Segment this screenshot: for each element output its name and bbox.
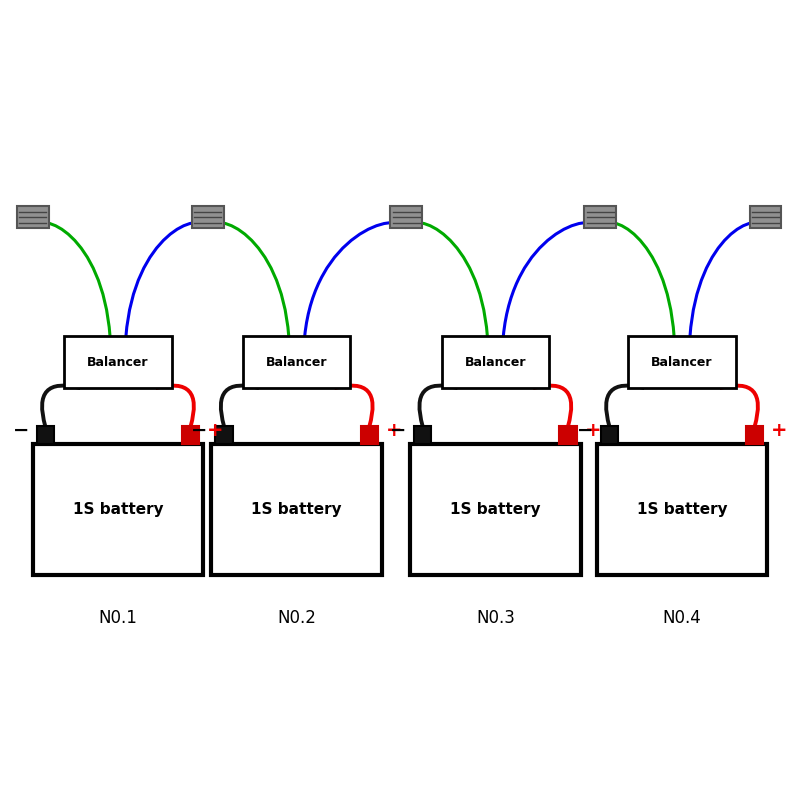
Text: +: +: [207, 421, 223, 440]
Text: Balancer: Balancer: [266, 356, 327, 369]
Text: −: −: [390, 421, 406, 440]
Bar: [215, 426, 233, 444]
Text: N0.2: N0.2: [278, 610, 316, 627]
Text: N0.3: N0.3: [476, 610, 514, 627]
Bar: [33, 444, 203, 574]
Bar: [64, 337, 171, 388]
Bar: [211, 444, 382, 574]
Text: N0.1: N0.1: [98, 610, 138, 627]
Text: 1S battery: 1S battery: [73, 502, 163, 517]
Text: −: −: [13, 421, 29, 440]
Bar: [601, 426, 618, 444]
Bar: [243, 337, 350, 388]
Bar: [414, 426, 431, 444]
Bar: [629, 337, 736, 388]
Bar: [750, 206, 782, 229]
Bar: [597, 444, 767, 574]
Text: Balancer: Balancer: [87, 356, 149, 369]
Bar: [746, 426, 763, 444]
Bar: [584, 206, 616, 229]
Bar: [182, 426, 199, 444]
Bar: [37, 426, 54, 444]
Bar: [390, 206, 422, 229]
Text: +: +: [585, 421, 601, 440]
Bar: [17, 206, 49, 229]
Bar: [559, 426, 577, 444]
Bar: [410, 444, 581, 574]
Text: +: +: [771, 421, 787, 440]
Text: 1S battery: 1S battery: [251, 502, 342, 517]
Text: 1S battery: 1S battery: [637, 502, 727, 517]
Text: 1S battery: 1S battery: [450, 502, 541, 517]
Text: Balancer: Balancer: [465, 356, 526, 369]
Text: Balancer: Balancer: [651, 356, 713, 369]
Text: +: +: [386, 421, 402, 440]
Text: N0.4: N0.4: [662, 610, 702, 627]
Text: −: −: [577, 421, 593, 440]
Bar: [361, 426, 378, 444]
Text: −: −: [191, 421, 207, 440]
Bar: [192, 206, 224, 229]
Bar: [442, 337, 549, 388]
